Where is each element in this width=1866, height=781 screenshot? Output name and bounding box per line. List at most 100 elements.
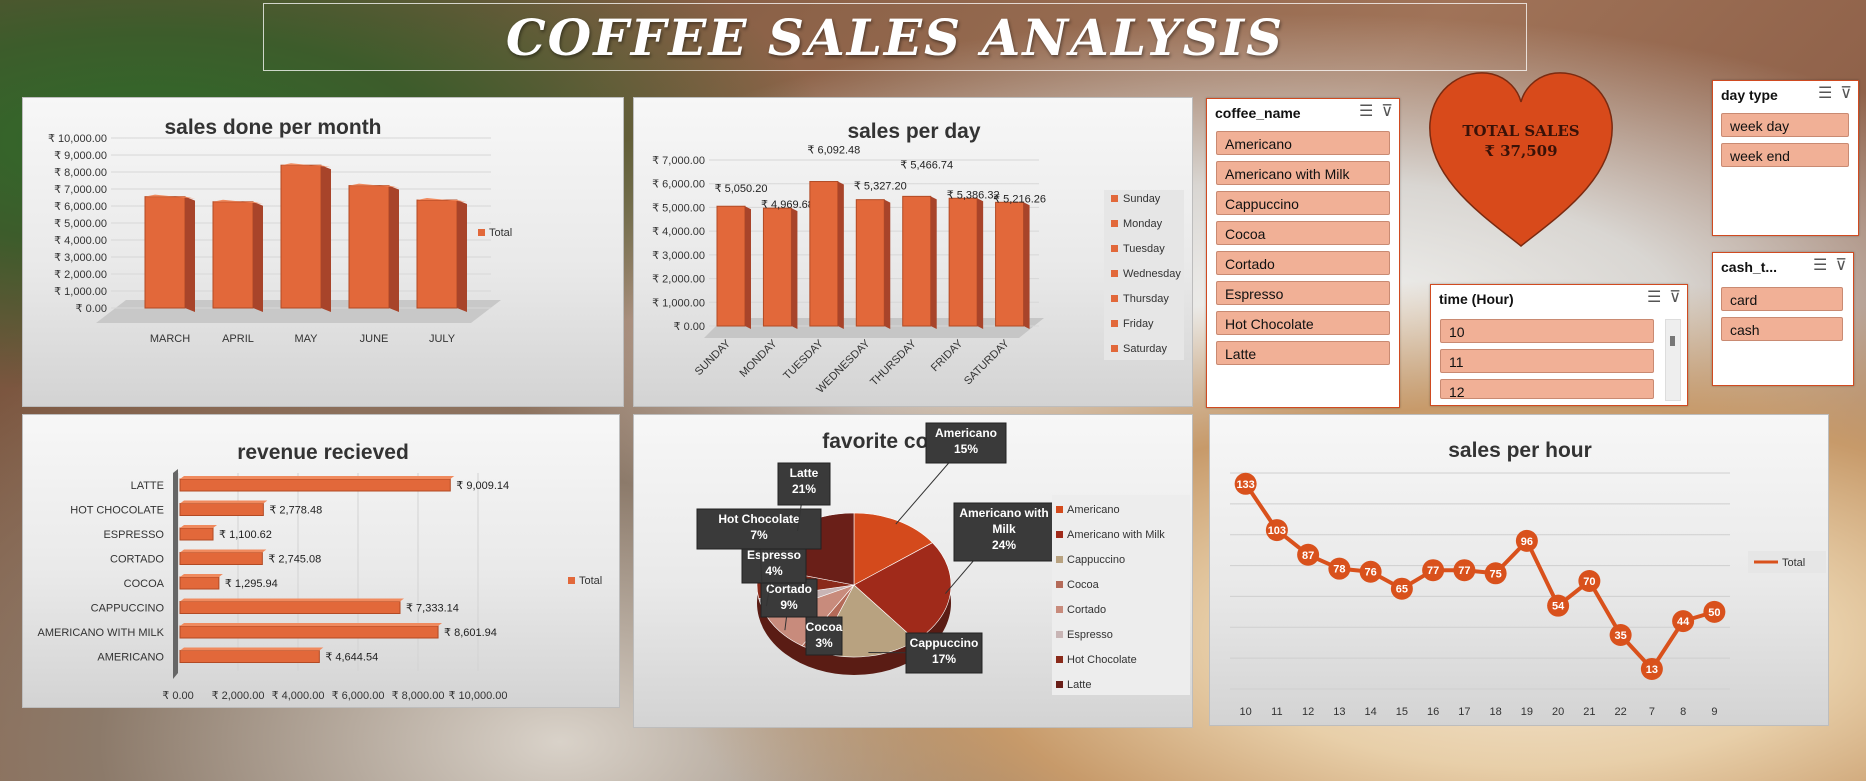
multi-select-icon[interactable]: ☰	[1817, 85, 1833, 102]
clear-filter-icon[interactable]: ⊽	[1840, 85, 1852, 102]
clear-filter-icon[interactable]: ⊽	[1381, 103, 1393, 120]
x-tick-label: ₹ 0.00	[162, 690, 193, 702]
y-tick-label: ₹ 5,000.00	[652, 202, 705, 214]
legend-swatch	[1111, 345, 1118, 352]
slicer-scrollbar[interactable]	[1665, 319, 1681, 401]
legend-swatch	[1056, 631, 1063, 638]
slicer-cash-type: cash_t... ☰ ⊽ card cash	[1712, 252, 1854, 386]
y-tick-label: ₹ 6,000.00	[54, 201, 107, 213]
bar-side	[457, 200, 467, 312]
y-tick-label: ₹ 9,000.00	[54, 150, 107, 162]
data-label: 87	[1302, 550, 1314, 562]
data-label: 4%	[765, 564, 783, 578]
x-tick-label: MARCH	[150, 333, 190, 345]
y-tick-label: ₹ 3,000.00	[54, 252, 107, 264]
bar-top	[417, 198, 467, 203]
legend-swatch	[1111, 320, 1118, 327]
axis-wall	[173, 469, 178, 679]
data-point	[1609, 624, 1632, 646]
data-label: 103	[1268, 525, 1286, 537]
x-tick-label: SATURDAY	[962, 337, 1012, 387]
data-label: ₹ 9,009.14	[456, 480, 509, 492]
x-tick-label: ₹ 4,000.00	[272, 690, 325, 702]
x-tick-label: 21	[1583, 706, 1595, 718]
data-label: Cappuccino	[910, 636, 979, 650]
bar	[144, 196, 186, 309]
legend-swatch	[1056, 581, 1063, 588]
slicer-item-cocoa[interactable]: Cocoa	[1216, 221, 1390, 245]
bar	[212, 201, 254, 309]
x-tick-label: 13	[1333, 706, 1345, 718]
legend-swatch	[1056, 606, 1063, 613]
data-label: ₹ 5,466.74	[900, 159, 953, 171]
total-sales-heart: TOTAL SALES ₹ 37,509	[1426, 68, 1616, 248]
slicer-item-card[interactable]: card	[1721, 287, 1843, 311]
clear-filter-icon[interactable]: ⊽	[1669, 289, 1681, 306]
bar	[948, 197, 978, 327]
floor-plane	[96, 300, 501, 323]
bar-top	[145, 194, 195, 199]
slicer-item-hour-10[interactable]: 10	[1440, 319, 1654, 343]
legend-label: Latte	[1067, 679, 1091, 691]
slicer-item-hour-11[interactable]: 11	[1440, 349, 1654, 373]
data-label: 9%	[780, 598, 798, 612]
data-point	[1359, 560, 1382, 583]
x-tick-label: 18	[1490, 706, 1502, 718]
bar	[416, 199, 458, 309]
legend-label: Cappuccino	[1067, 554, 1125, 566]
slicer-item-hour-12[interactable]: 12	[1440, 379, 1654, 399]
chart-sales-per-day[interactable]: sales per day ₹ 0.00 ₹ 1,000.00 ₹ 2,000.00 ₹…	[633, 97, 1193, 407]
legend-label: Americano	[1067, 504, 1120, 516]
slicer-item-latte[interactable]: Latte	[1216, 341, 1390, 365]
data-label: ₹ 2,745.08	[268, 554, 321, 566]
chart-sales-per-month[interactable]: sales done per month ₹ 0.00 ₹ 1,000.00 ₹ 2,…	[22, 97, 624, 407]
bar-side	[389, 185, 399, 312]
chart-sales-per-hour[interactable]: sales per hour 133 10 103 11 87 12 78 13 76 14 65 15…	[1209, 414, 1829, 726]
chart-favorite-coffee[interactable]: favorite coffee Americano 15% Americano wit…	[633, 414, 1193, 728]
slicer-scroll-thumb[interactable]	[1670, 336, 1675, 346]
slicer-item-week-day[interactable]: week day	[1721, 113, 1849, 137]
data-point	[1672, 610, 1695, 633]
y-tick-label: ₹ 10,000.00	[48, 133, 107, 145]
chart-revenue-received[interactable]: revenue recieved ₹ 0.00 ₹ 2,000.00 ₹ 4,000.…	[22, 414, 620, 708]
x-tick-label: 8	[1680, 706, 1686, 718]
slicer-item-americano-with-milk[interactable]: Americano with Milk	[1216, 161, 1390, 185]
legend-label: Hot Chocolate	[1067, 654, 1137, 666]
clear-filter-icon[interactable]: ⊽	[1835, 257, 1847, 274]
legend-swatch	[1111, 195, 1118, 202]
data-label: Milk	[992, 522, 1016, 536]
bar-side	[1023, 202, 1030, 329]
bar	[179, 650, 320, 663]
bar	[179, 552, 263, 565]
y-tick-label: HOT CHOCOLATE	[70, 505, 164, 517]
data-label: Americano	[935, 426, 997, 440]
bar-top	[213, 199, 263, 204]
slicer-item-espresso[interactable]: Espresso	[1216, 281, 1390, 305]
data-point	[1265, 519, 1288, 542]
slicer-item-cappuccino[interactable]: Cappuccino	[1216, 191, 1390, 215]
data-label: 76	[1365, 567, 1377, 579]
slicer-item-cash[interactable]: cash	[1721, 317, 1843, 341]
data-label: ₹ 1,295.94	[225, 578, 278, 590]
data-label-box	[696, 508, 822, 550]
slicer-cash-type-header: cash_t...	[1721, 259, 1778, 275]
x-tick-label: 20	[1552, 706, 1564, 718]
slicer-item-cortado[interactable]: Cortado	[1216, 251, 1390, 275]
multi-select-icon[interactable]: ☰	[1646, 289, 1662, 306]
slicer-item-week-end[interactable]: week end	[1721, 143, 1849, 167]
data-label-box	[925, 422, 1007, 464]
data-label: 96	[1521, 536, 1533, 548]
bar	[855, 199, 885, 327]
y-tick-label: ₹ 2,000.00	[54, 269, 107, 281]
legend-label: Cocoa	[1067, 579, 1100, 591]
legend-label: Total	[489, 227, 512, 239]
slicer-item-hot-chocolate[interactable]: Hot Chocolate	[1216, 311, 1390, 335]
legend-box	[1748, 551, 1826, 573]
legend-swatch	[1111, 220, 1118, 227]
multi-select-icon[interactable]: ☰	[1358, 103, 1374, 120]
slicer-item-americano[interactable]: Americano	[1216, 131, 1390, 155]
data-label: 65	[1396, 584, 1408, 596]
dashboard-title: COFFEE SALES ANALYSIS	[505, 7, 1285, 67]
multi-select-icon[interactable]: ☰	[1812, 257, 1828, 274]
data-label: ₹ 6,092.48	[807, 145, 860, 157]
